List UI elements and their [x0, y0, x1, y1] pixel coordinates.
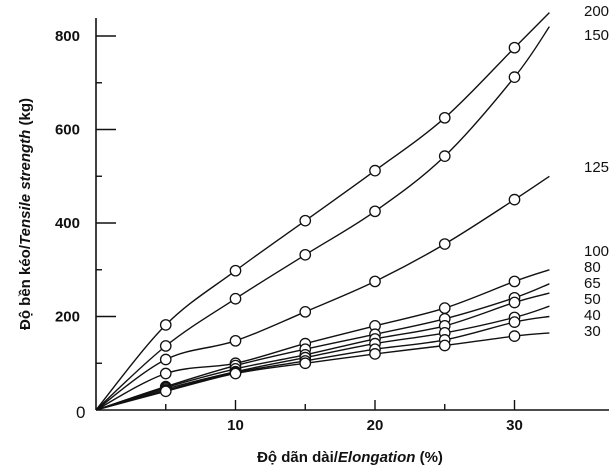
axis-ticks: [96, 35, 516, 410]
data-point-150: [229, 292, 242, 305]
x-tick-label: 10: [227, 417, 244, 434]
x-tick-label: 20: [367, 417, 384, 434]
y-tick-label: 200: [55, 309, 80, 326]
y-axis-title: Độ bền kéo/Tensile strength (kg): [17, 98, 34, 330]
data-point-65: [508, 296, 521, 309]
series-label-50: 50: [584, 291, 601, 308]
data-point-200: [438, 111, 451, 124]
data-markers: [159, 41, 521, 398]
series-label-65: 65: [584, 275, 601, 292]
x-axis-title: Độ dãn dài/Elongation (%): [257, 449, 443, 466]
data-point-40: [508, 316, 521, 328]
data-point-30: [369, 348, 381, 360]
data-point-125: [438, 238, 451, 250]
series-label-30: 30: [584, 323, 601, 340]
y-tick-label: 600: [55, 122, 80, 139]
series-label-125: 125: [584, 159, 609, 176]
data-point-125: [229, 334, 242, 347]
y-tick-label: 800: [55, 28, 80, 45]
data-point-150: [369, 205, 381, 218]
data-point-200: [299, 214, 312, 227]
series-label-100: 100: [584, 243, 609, 260]
data-point-100: [159, 367, 172, 380]
data-point-100: [438, 302, 451, 314]
series-curves: [95, 12, 550, 411]
data-point-125: [508, 193, 521, 206]
origin-label: 0: [76, 403, 85, 422]
data-point-30: [229, 367, 242, 380]
series-label-200: 200: [584, 3, 609, 20]
data-point-125: [159, 353, 172, 366]
series-curve-150: [95, 26, 550, 411]
data-point-200: [369, 164, 381, 177]
data-point-125: [369, 275, 381, 288]
data-point-30: [438, 339, 451, 352]
x-tick-label: 30: [506, 417, 523, 434]
data-point-200: [508, 41, 521, 54]
data-point-150: [508, 71, 521, 83]
data-point-30: [299, 357, 312, 370]
data-point-30: [508, 330, 521, 342]
data-point-100: [508, 275, 521, 288]
series-label-150: 150: [584, 27, 609, 44]
series-label-80: 80: [584, 259, 601, 276]
data-point-30: [159, 385, 172, 398]
y-tick-label: 400: [55, 215, 80, 232]
data-point-150: [438, 150, 451, 162]
axes: [95, 18, 609, 411]
data-point-125: [299, 305, 312, 318]
data-point-200: [159, 319, 172, 331]
series-label-40: 40: [584, 307, 601, 324]
data-point-200: [229, 264, 242, 277]
tick-labels: 10 20 30 200 400 600 800: [55, 28, 523, 434]
data-point-150: [159, 340, 172, 352]
data-point-150: [299, 248, 312, 261]
